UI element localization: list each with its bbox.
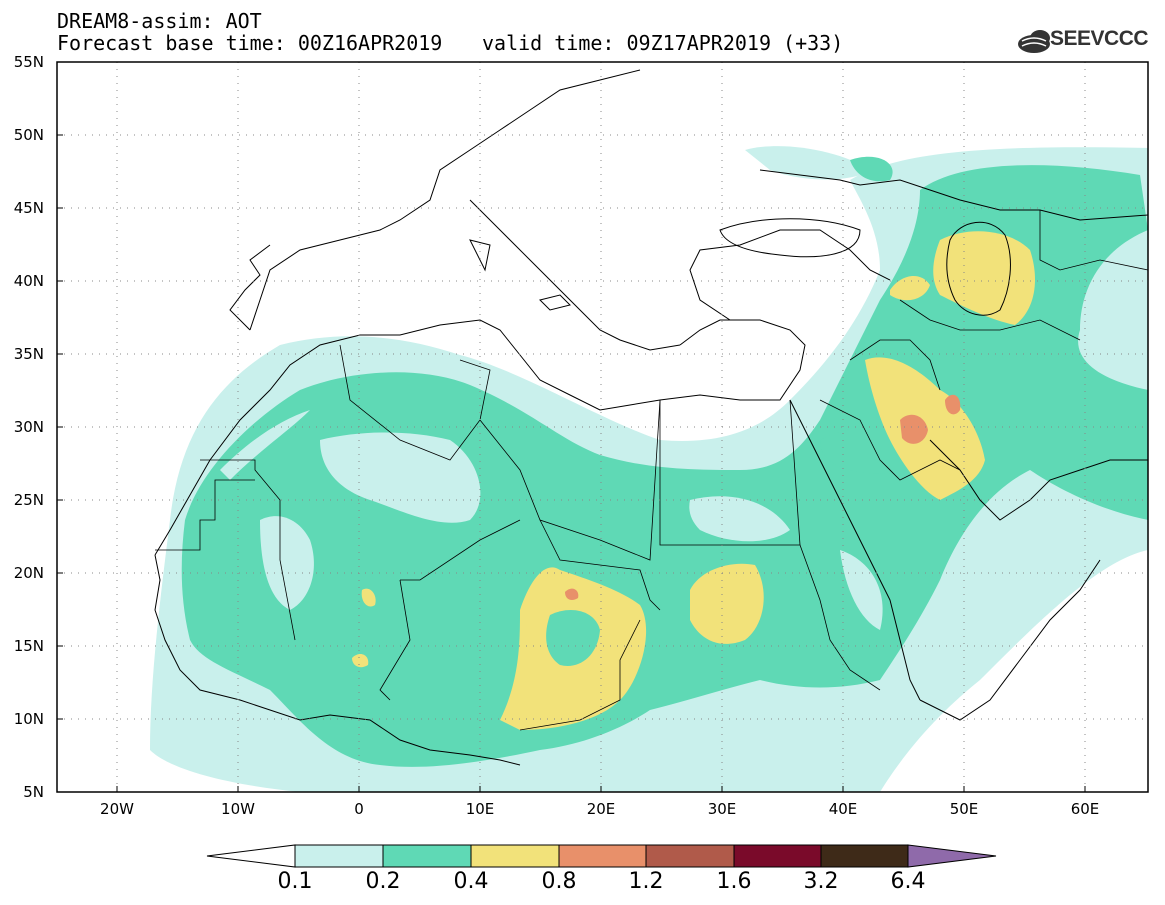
colorbar-label: 1.2 (628, 869, 664, 894)
lat-label: 50N (13, 126, 44, 144)
logo-text: SEEVCCC (1050, 27, 1149, 50)
lon-label: 0 (354, 800, 364, 818)
lat-label: 55N (13, 53, 44, 71)
lon-label: 20W (100, 800, 134, 818)
seevccc-logo-icon (1018, 30, 1050, 53)
lat-label: 10N (13, 710, 44, 728)
colorbar-label: 1.6 (716, 869, 752, 894)
colorbar-label: 0.8 (541, 869, 577, 894)
lon-label: 10E (465, 800, 495, 818)
lon-label: 40E (828, 800, 858, 818)
lat-label: 20N (13, 564, 44, 582)
colorbar-label: 0.4 (453, 869, 489, 894)
aot-field (150, 146, 1148, 792)
colorbar-swatch-1 (382, 844, 472, 868)
lat-label: 25N (13, 491, 44, 509)
colorbar-label: 6.4 (890, 869, 926, 894)
axis-ticks (57, 61, 1086, 793)
colorbar-label: 0.2 (365, 869, 401, 894)
colorbar-label: 0.1 (277, 869, 313, 894)
colorbar-swatch-6 (820, 844, 909, 868)
forecast-base-time: Forecast base time: 00Z16APR2019 (57, 31, 443, 55)
colorbar-over-arrow (907, 844, 997, 868)
lon-label: 30E (707, 800, 737, 818)
colorbar (206, 844, 997, 868)
colorbar-under-arrow (206, 844, 296, 868)
lat-label: 40N (13, 272, 44, 290)
colorbar-swatch-2 (470, 844, 560, 868)
lat-label: 45N (13, 199, 44, 217)
colorbar-swatch-0 (294, 844, 384, 868)
lon-label: 60E (1070, 800, 1100, 818)
valid-time: valid time: 09Z17APR2019 (+33) (482, 31, 844, 55)
lat-label: 15N (13, 637, 44, 655)
lon-label: 10W (221, 800, 255, 818)
country-borders (155, 210, 1148, 731)
colorbar-swatch-4 (645, 844, 735, 868)
aot-level-0.8 (565, 394, 961, 600)
aot-level-0.2 (181, 156, 1148, 767)
lat-label: 35N (13, 345, 44, 363)
gridlines (57, 62, 1148, 792)
lat-label: 5N (23, 783, 44, 801)
lat-label: 30N (13, 418, 44, 436)
chart-title: DREAM8-assim: AOT (57, 9, 262, 33)
colorbar-swatch-3 (558, 844, 647, 868)
lon-label: 20E (586, 800, 616, 818)
colorbar-label: 3.2 (803, 869, 839, 894)
lon-label: 50E (949, 800, 979, 818)
colorbar-swatch-5 (733, 844, 822, 868)
coastlines (154, 69, 1148, 766)
